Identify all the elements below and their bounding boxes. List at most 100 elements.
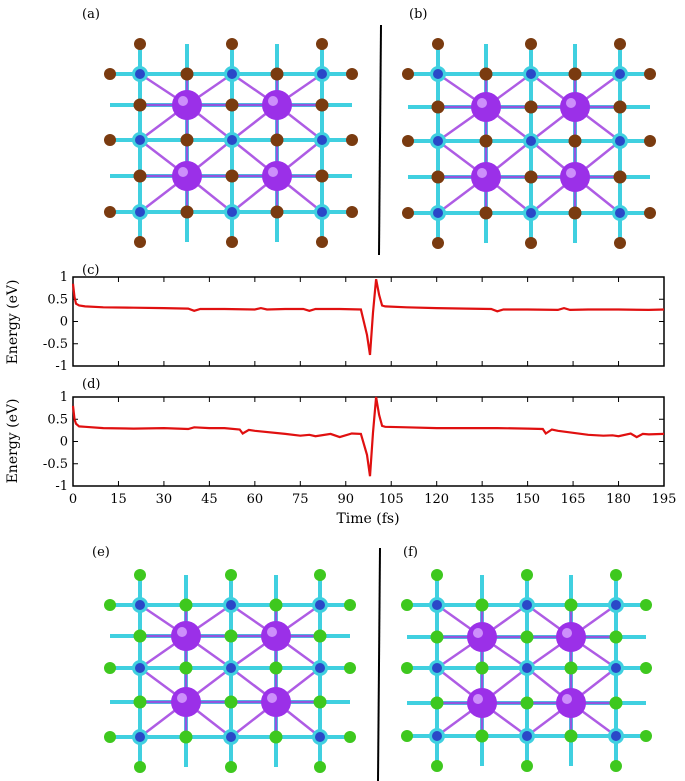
panel-label-d: (d): [82, 377, 100, 392]
divider-bottom: [377, 547, 381, 781]
halide-atom: [104, 206, 116, 218]
halide-atom: [346, 134, 358, 146]
halide-atom: [432, 237, 444, 249]
halide-atom: [134, 569, 146, 581]
x-tick-label: 180: [606, 492, 631, 507]
metal-atom: [611, 663, 621, 673]
metal-atom: [226, 663, 236, 673]
halide-atom: [479, 67, 493, 81]
metal-atom: [226, 600, 236, 610]
structure-a: [104, 38, 358, 248]
center-atom: [171, 621, 201, 651]
center-atom: [467, 688, 497, 718]
metal-atom: [135, 600, 145, 610]
metal-atom: [611, 731, 621, 741]
x-tick-label: 90: [337, 492, 354, 507]
halide-atom: [568, 67, 582, 81]
halide-atom: [401, 662, 413, 674]
center-atom: [261, 621, 291, 651]
halide-atom: [644, 68, 656, 80]
halide-atom: [104, 68, 116, 80]
metal-atom: [135, 663, 145, 673]
halide-atom: [430, 696, 444, 710]
halide-atom: [431, 569, 443, 581]
metal-atom: [315, 600, 325, 610]
center-atom-highlight: [566, 168, 576, 178]
structure-e: [104, 569, 356, 773]
halide-atom: [179, 730, 193, 744]
center-atom: [560, 162, 590, 192]
halide-atom: [133, 98, 147, 112]
halide-atom: [644, 207, 656, 219]
center-atom-highlight: [268, 96, 278, 106]
halide-atom: [134, 761, 146, 773]
center-atom: [471, 162, 501, 192]
metal-atom: [433, 136, 443, 146]
y-tick-label: -1: [55, 479, 68, 494]
halide-atom: [520, 630, 534, 644]
center-atom-highlight: [177, 627, 187, 637]
x-tick-label: 60: [247, 492, 264, 507]
halide-atom: [431, 100, 445, 114]
halide-atom: [346, 206, 358, 218]
metal-atom: [135, 732, 145, 742]
metal-atom: [226, 732, 236, 742]
halide-atom: [521, 569, 533, 581]
halide-atom: [225, 98, 239, 112]
energy-chart-c: 1 0.5 0 -0.5 -1 Energy (eV): [5, 270, 665, 374]
halide-atom: [614, 38, 626, 50]
x-tick-label: 30: [156, 492, 173, 507]
halide-atom: [640, 599, 652, 611]
halide-atom: [430, 630, 444, 644]
metal-atom: [227, 135, 237, 145]
halide-atom: [179, 598, 193, 612]
halide-atom: [564, 729, 578, 743]
halide-atom: [225, 761, 237, 773]
panel-label-f: (f): [403, 545, 418, 560]
panel-label-b: (b): [409, 7, 427, 22]
metal-atom: [315, 732, 325, 742]
metal-atom: [522, 663, 532, 673]
center-atom-highlight: [477, 98, 487, 108]
halide-atom: [179, 661, 193, 675]
halide-atom: [432, 38, 444, 50]
halide-atom: [401, 730, 413, 742]
halide-atom: [401, 599, 413, 611]
halide-atom: [224, 695, 238, 709]
halide-atom: [180, 133, 194, 147]
metal-atom: [432, 731, 442, 741]
halide-atom: [270, 205, 284, 219]
halide-atom: [315, 169, 329, 183]
center-atom: [172, 161, 202, 191]
metal-atom: [433, 69, 443, 79]
energy-chart-d: 1 0.5 0 -0.5 -1 0 15 30 45 60 75 90 105 120 135 150 165…: [5, 390, 676, 527]
center-atom: [556, 622, 586, 652]
halide-atom: [564, 661, 578, 675]
center-atom-highlight: [562, 628, 572, 638]
halide-atom: [610, 760, 622, 772]
halide-atom: [225, 169, 239, 183]
structure-b: [402, 38, 656, 249]
halide-atom: [269, 661, 283, 675]
halide-atom: [644, 135, 656, 147]
halide-atom: [568, 134, 582, 148]
halide-atom: [568, 206, 582, 220]
halide-atom: [613, 100, 627, 114]
halide-atom: [224, 629, 238, 643]
halide-atom: [270, 133, 284, 147]
y-tick-label: 0.5: [47, 292, 68, 307]
halide-atom: [346, 68, 358, 80]
halide-atom: [520, 696, 534, 710]
halide-atom: [314, 761, 326, 773]
center-atom: [471, 92, 501, 122]
y-tick-label: 0: [60, 435, 68, 450]
panel-label-c: (c): [82, 263, 99, 278]
x-axis-label: Time (fs): [336, 511, 399, 527]
halide-atom: [226, 236, 238, 248]
halide-atom: [313, 695, 327, 709]
halide-atom: [521, 760, 533, 772]
center-atom-highlight: [177, 693, 187, 703]
halide-atom: [614, 237, 626, 249]
divider-top: [378, 24, 382, 256]
